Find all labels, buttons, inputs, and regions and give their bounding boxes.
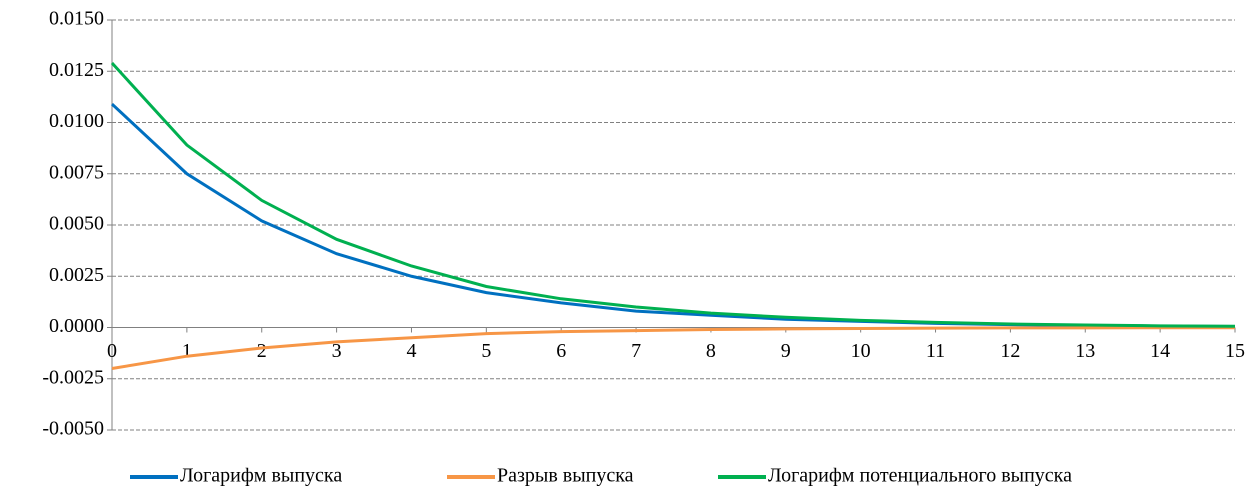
x-tick-label: 2 xyxy=(257,340,267,362)
y-tick-label: 0.0025 xyxy=(49,264,104,286)
x-tick-label: 3 xyxy=(332,340,342,362)
legend-label: Логарифм потенциального выпуска xyxy=(768,465,1072,487)
legend-label: Разрыв выпуска xyxy=(497,465,634,487)
x-tick-label: 0 xyxy=(107,340,117,362)
legend-label: Логарифм выпуска xyxy=(180,465,342,487)
x-tick-label: 11 xyxy=(926,340,945,362)
y-tick-label: -0.0025 xyxy=(42,366,104,388)
x-tick-label: 12 xyxy=(1000,340,1020,362)
series-line xyxy=(110,62,1236,328)
y-tick-label: 0.0000 xyxy=(49,315,104,337)
x-tick-label: 13 xyxy=(1075,340,1095,362)
series-line xyxy=(110,102,1236,328)
y-tick-label: 0.0075 xyxy=(49,161,104,183)
y-tick-label: 0.0125 xyxy=(49,59,104,81)
y-tick-label: -0.0050 xyxy=(42,418,104,440)
x-tick-label: 14 xyxy=(1150,340,1170,362)
series-line xyxy=(111,326,1235,370)
x-tick-label: 15 xyxy=(1225,340,1245,362)
y-tick-label: 0.0150 xyxy=(49,8,104,30)
x-tick-label: 6 xyxy=(556,340,566,362)
y-tick-label: 0.0050 xyxy=(49,213,104,235)
x-tick-label: 8 xyxy=(706,340,716,362)
x-tick-label: 1 xyxy=(182,340,192,362)
x-tick-label: 7 xyxy=(631,340,641,362)
y-tick-label: 0.0100 xyxy=(49,110,104,132)
x-tick-label: 10 xyxy=(851,340,871,362)
x-tick-label: 4 xyxy=(406,340,416,362)
x-tick-label: 5 xyxy=(481,340,491,362)
x-tick-label: 9 xyxy=(781,340,791,362)
